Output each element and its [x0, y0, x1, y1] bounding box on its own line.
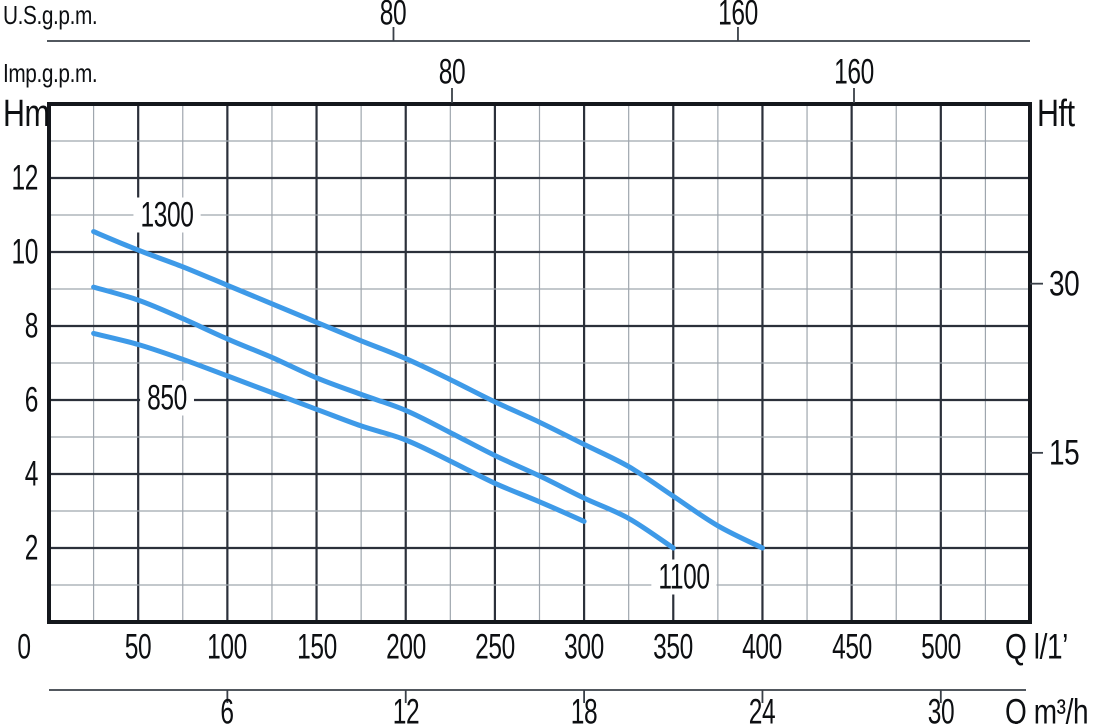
flow-m3h-tick-label: 18: [570, 692, 598, 724]
imp-gpm-tick-label: 80: [438, 52, 466, 92]
curve-label-1100: 1100: [651, 559, 717, 595]
flow-lmin-tick-label: 350: [653, 627, 694, 667]
curve-1300: [91, 229, 765, 551]
flow-m3h-tick-label: 12: [392, 692, 419, 724]
flow-lmin-tick-label: 250: [474, 627, 515, 667]
head-m-tick-label: 12: [11, 158, 38, 198]
flow-lmin-axis-label: Q l/1’: [1005, 627, 1068, 667]
head-ft-tick-label: 15: [1049, 433, 1080, 473]
head-m-tick-label: 2: [24, 528, 39, 568]
curve-label-1300: 1300: [133, 197, 201, 233]
flow-m3h-axis-label: Q m³/h: [1005, 692, 1089, 724]
curve-label-850: 850: [139, 380, 194, 416]
head-m-tick-label: 6: [24, 380, 39, 420]
flow-lmin-tick-label: 100: [207, 627, 248, 667]
imp-gpm-axis-label: Imp.g.p.m.: [3, 58, 98, 88]
us-gpm-axis-label: U.S.g.p.m.: [3, 0, 98, 30]
imp-gpm-tick-label: 160: [834, 52, 874, 92]
flow-lmin-tick-label: 0: [17, 627, 31, 667]
head-m-tick-label: 4: [24, 454, 39, 494]
head-feet-axis-label: Hft: [1037, 93, 1075, 135]
flow-m3h-tick-label: 24: [749, 692, 776, 724]
us-gpm-tick-label: 80: [380, 0, 407, 33]
flow-m3h-tick-label: 6: [220, 692, 235, 724]
flow-lmin-tick-label: 200: [385, 627, 426, 667]
head-meters-axis-label: Hm: [3, 93, 50, 135]
flow-lmin-tick-label: 150: [296, 627, 337, 667]
flow-m3h-tick-label: 30: [927, 692, 955, 724]
flow-lmin-tick-label: 400: [742, 627, 783, 667]
us-gpm-tick-label: 160: [718, 0, 758, 33]
head-m-tick-label: 10: [11, 232, 38, 272]
head-m-tick-label: 8: [24, 306, 39, 346]
flow-lmin-tick-label: 50: [124, 627, 152, 667]
flow-lmin-tick-label: 500: [920, 627, 961, 667]
flow-lmin-tick-label: 300: [564, 627, 604, 667]
curve-1100: [91, 284, 676, 551]
head-ft-tick-label: 30: [1049, 264, 1080, 304]
flow-lmin-tick-label: 450: [831, 627, 872, 667]
curve-850: [91, 330, 587, 524]
